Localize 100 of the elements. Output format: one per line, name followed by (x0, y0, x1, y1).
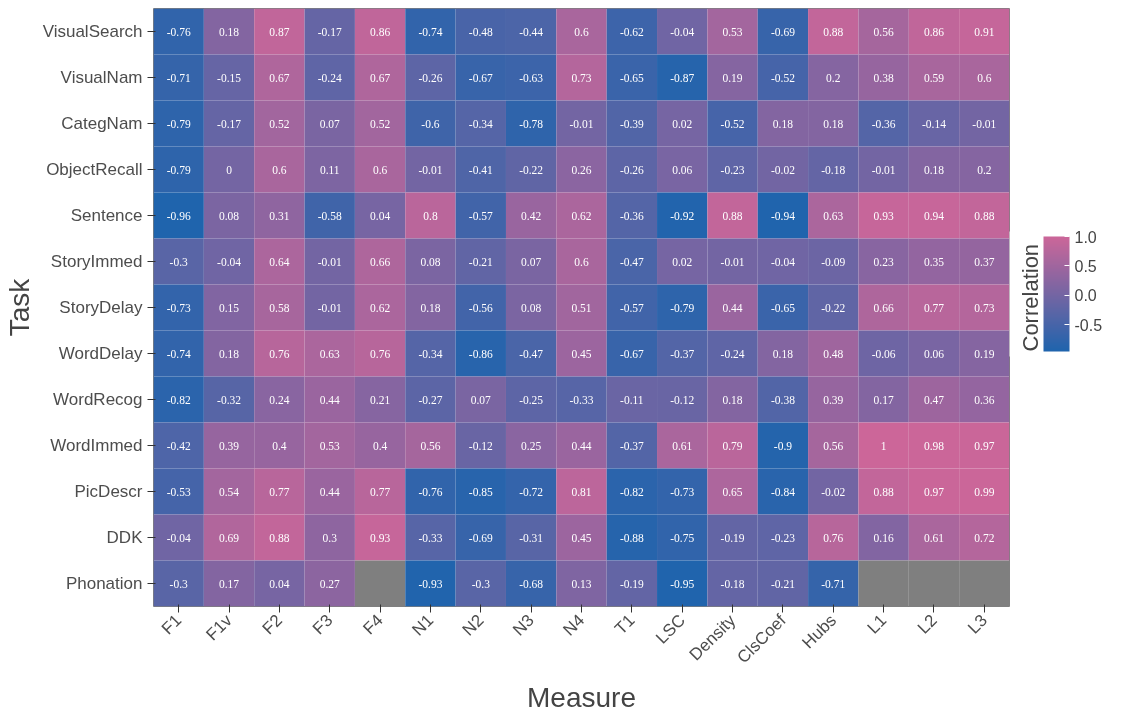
data-label: 0.94 (923, 209, 945, 222)
y-tick-label: WordDelay (58, 344, 143, 363)
data-label: -0.67 (619, 347, 645, 360)
data-label: 0.11 (319, 163, 340, 176)
y-tick-label: CategNam (61, 114, 143, 133)
data-label: -0.88 (619, 531, 645, 544)
data-label: -0.01 (418, 163, 443, 176)
y-tick-label: Sentence (70, 206, 143, 225)
data-label: 0.97 (974, 439, 995, 452)
y-tick-label: WordRecog (53, 390, 143, 409)
data-label: 0.61 (923, 531, 945, 544)
data-label: 0.07 (319, 117, 341, 130)
data-label: 0.87 (269, 25, 290, 38)
data-label: -0.96 (166, 209, 191, 222)
data-label: 0.35 (923, 255, 945, 268)
data-label: 0.16 (873, 531, 894, 544)
data-label: 0.53 (722, 25, 743, 38)
data-label: -0.12 (670, 393, 695, 406)
y-tick-label: StoryImmed (50, 252, 143, 271)
data-label: -0.82 (619, 485, 645, 498)
data-label: 0.02 (672, 255, 693, 268)
data-label: 0.59 (923, 71, 945, 84)
data-label: 0.06 (923, 347, 945, 360)
data-label: 0.13 (571, 577, 592, 590)
data-label: -0.79 (670, 301, 695, 314)
data-label: 0.4 (372, 439, 388, 452)
color-bar-label: 0.0 (1074, 287, 1097, 305)
data-label: 0.18 (218, 347, 240, 360)
data-label: 0.18 (722, 393, 743, 406)
data-label: -0.23 (770, 531, 796, 544)
data-label: 0.6 (574, 255, 589, 268)
data-label: 0.37 (974, 255, 995, 268)
x-tick-label: F1 (157, 610, 186, 639)
x-tick-label: N3 (509, 610, 538, 640)
data-label: -0.01 (972, 117, 997, 130)
data-label: 0.45 (571, 531, 592, 544)
data-label: 0.08 (521, 301, 542, 314)
y-tick-label: StoryDelay (59, 298, 143, 317)
data-label: -0.87 (670, 71, 695, 84)
x-axis-title: Measure (527, 681, 636, 713)
data-label: 0.99 (974, 485, 995, 498)
data-label: -0.01 (569, 117, 594, 130)
data-label: -0.84 (770, 485, 796, 498)
data-label: -0.26 (418, 71, 443, 84)
y-tick-label: ObjectRecall (46, 160, 143, 179)
data-label: 0.39 (218, 439, 240, 452)
data-label: 0.61 (672, 439, 693, 452)
x-tick-label: L1 (863, 610, 891, 638)
data-label: 0.6 (977, 71, 992, 84)
data-label: -0.37 (670, 347, 695, 360)
data-label: -0.18 (821, 163, 846, 176)
data-label: 0.67 (370, 71, 391, 84)
data-label: -0.04 (217, 255, 242, 268)
data-label: -0.94 (770, 209, 796, 222)
data-label: 0.18 (772, 117, 794, 130)
data-label: -0.86 (468, 347, 494, 360)
data-label: 0.08 (218, 209, 240, 222)
data-label: -0.53 (166, 485, 191, 498)
data-label: -0.74 (166, 347, 191, 360)
data-label: -0.19 (619, 577, 645, 590)
y-tick-label: VisualSearch (42, 22, 143, 41)
color-bar-title: Correlation (1017, 243, 1043, 352)
data-label: 0.77 (370, 485, 391, 498)
data-label: 0.86 (370, 25, 391, 38)
data-label: 0.72 (974, 531, 995, 544)
data-label: -0.42 (166, 439, 191, 452)
data-label: 0.88 (823, 25, 844, 38)
data-label: -0.65 (619, 71, 645, 84)
data-label: -0.14 (921, 117, 947, 130)
data-label: 0.31 (269, 209, 290, 222)
y-tick-label: Phonation (65, 574, 143, 593)
data-label: 0.07 (470, 393, 492, 406)
data-label: -0.85 (468, 485, 494, 498)
data-label: 0.18 (218, 25, 240, 38)
data-label: -0.47 (519, 347, 544, 360)
data-label: -0.62 (619, 25, 645, 38)
data-label: 0.06 (672, 163, 693, 176)
data-label: -0.6 (421, 117, 440, 130)
data-label: 0.47 (923, 393, 945, 406)
data-label: -0.17 (317, 25, 342, 38)
data-label: -0.56 (468, 301, 494, 314)
data-label: 0.48 (823, 347, 844, 360)
data-label: 0.18 (823, 117, 844, 130)
data-label: -0.09 (821, 255, 846, 268)
data-label: 0.73 (974, 301, 995, 314)
data-label: -0.22 (821, 301, 846, 314)
x-tick-label: N1 (408, 610, 438, 640)
data-label: -0.21 (770, 577, 796, 590)
data-label: 0.88 (269, 531, 290, 544)
data-label: 0.24 (269, 393, 290, 406)
data-label: -0.93 (418, 577, 443, 590)
data-label: 0.42 (521, 209, 542, 222)
data-label: -0.57 (619, 301, 645, 314)
data-label: 0.18 (923, 163, 945, 176)
x-tick-label: N4 (559, 610, 589, 640)
data-label: -0.9 (773, 439, 793, 452)
data-label: -0.63 (519, 71, 544, 84)
data-label: 0.98 (923, 439, 945, 452)
data-label: 0.02 (672, 117, 693, 130)
data-label: -0.12 (468, 439, 494, 452)
